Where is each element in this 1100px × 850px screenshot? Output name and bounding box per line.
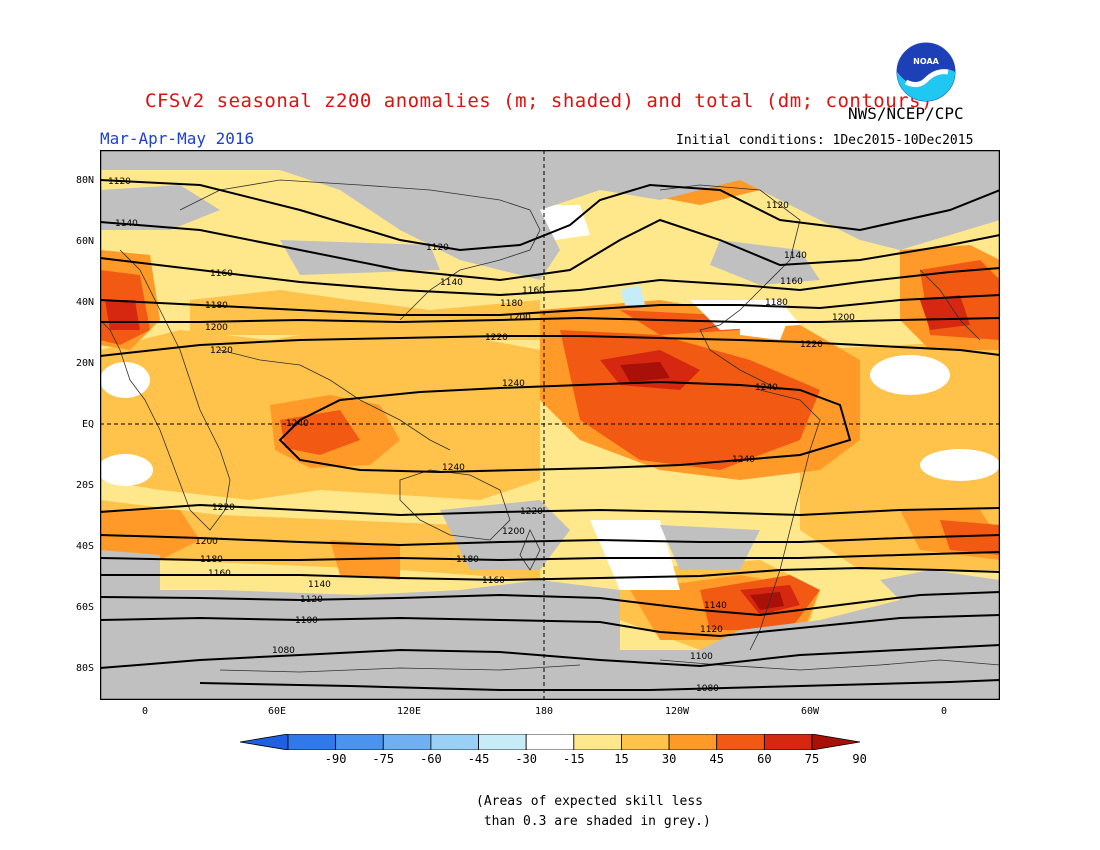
map-border [100,150,1000,700]
contour-label: 1120 [108,177,131,187]
footnote-line-2: than 0.3 are shaded in grey.) [476,814,711,829]
coastlines [100,179,1000,673]
lat-label: EQ [81,419,94,430]
lat-label: 60S [75,602,94,613]
colorbar-arrow-low [240,734,289,750]
colorbar-cell [525,734,575,750]
map-panel: 1120 1140 1160 1180 1200 1220 1240 1240 … [100,150,1000,700]
contour-label: 1180 [200,555,223,565]
contour-label: 1200 [502,527,525,537]
contour-label: 1160 [208,569,231,579]
contour-label: 1080 [696,684,719,694]
colorbar-cell [430,734,479,750]
colorbar-cell [668,734,718,750]
noaa-logo-text: NOAA [913,57,939,66]
contour-label: 1220 [485,333,508,343]
contour-labels: 1120 1140 1160 1180 1200 1220 1240 1240 … [108,177,855,694]
contour-label: 1100 [690,652,713,662]
contour-label: 1200 [205,323,228,333]
lon-label: 60E [268,706,287,717]
lat-label: 80N [75,175,94,186]
height-contours [100,179,1000,691]
contour-label: 1200 [508,313,531,323]
lon-label: 120E [397,706,422,717]
contour-label: 1200 [832,313,855,323]
colorbar-cell [573,734,622,750]
contour-label: 1140 [115,219,138,229]
initial-conditions-label: Initial conditions: 1Dec2015-10Dec2015 [676,133,974,148]
lat-label: 40N [75,297,94,308]
colorbar-cell [382,734,432,750]
contour-label: 1140 [704,601,727,611]
lat-label: 20S [75,480,94,491]
contour-label: 1180 [205,301,228,311]
anomaly-negative-region [620,285,645,305]
map-title: CFSv2 seasonal z200 anomalies (m; shaded… [145,90,933,112]
lon-label: 120W [665,706,690,717]
colorbar-tick-label: 15 [614,752,629,766]
contour-label: 1220 [210,346,233,356]
colorbar-tick-label: 45 [709,752,724,766]
colorbar-tick-label: -45 [467,752,490,766]
contour-label: 1220 [212,503,235,513]
colorbar-tick-label: 60 [757,752,772,766]
colorbar-tick-label: 75 [804,752,820,766]
contour-label: 1160 [210,269,233,279]
lat-label: 20N [75,358,94,369]
colorbar-cell [287,734,337,750]
contour-label: 1140 [440,278,463,288]
colorbar-tick-label: -75 [372,752,395,766]
contour-label: 1140 [308,580,331,590]
contour-label: 1160 [780,277,803,287]
colorbar-tick-label: -90 [324,752,347,766]
colorbar-tick-label: -60 [420,752,442,766]
contour-label: 1160 [482,576,505,586]
agency-label: NWS/NCEP/CPC [848,104,964,123]
contour-label: 1240 [502,379,525,389]
colorbar [240,734,860,750]
contour-label: 1220 [800,340,823,350]
contour-label: 1180 [500,299,523,309]
colorbar-cell [716,734,765,750]
colorbar-tick-label: -15 [562,752,585,766]
skill-footnote: (Areas of expected skill less than 0.3 a… [476,792,711,832]
contour-label: 1120 [700,625,723,635]
noaa-logo: NOAA [896,42,956,102]
anomaly-90plus-regions [620,362,784,610]
colorbar-cell [335,734,384,750]
lon-label: 0 [142,706,149,717]
footnote-line-1: (Areas of expected skill less [476,794,703,809]
contour-label: 1120 [426,243,449,253]
contour-label: 1140 [784,251,807,261]
contour-label: 1120 [766,201,789,211]
contour-label: 1240 [442,463,465,473]
anomaly-map: 1120 1140 1160 1180 1200 1220 1240 1240 … [100,150,1000,700]
contour-label: 1240 [286,419,309,429]
colorbar-cell [478,734,527,750]
colorbar-tick-label: 90 [852,752,867,766]
contour-label: 1220 [520,507,543,517]
colorbar-cell [763,734,813,750]
lon-label: 180 [535,706,554,717]
contour-label: 1180 [765,298,788,308]
lon-label: 60W [801,706,820,717]
contour-label: 1080 [272,646,295,656]
lat-label: 60N [75,236,94,247]
contour-label: 1200 [195,537,218,547]
contour-label: 1120 [300,595,323,605]
colorbar-arrow-high [811,734,860,750]
contour-label: 1160 [522,286,545,296]
contour-label: 1100 [295,616,318,626]
lat-label: 80S [75,663,94,674]
lon-label: 0 [941,706,948,717]
colorbar-tick-label: -30 [515,752,538,766]
contour-label: 1240 [732,455,755,465]
season-label: Mar-Apr-May 2016 [100,129,255,148]
colorbar-tick-label: 30 [661,752,677,766]
contour-label: 1240 [755,383,778,393]
contour-label: 1180 [456,555,479,565]
lat-label: 40S [75,541,94,552]
colorbar-cell [621,734,670,750]
